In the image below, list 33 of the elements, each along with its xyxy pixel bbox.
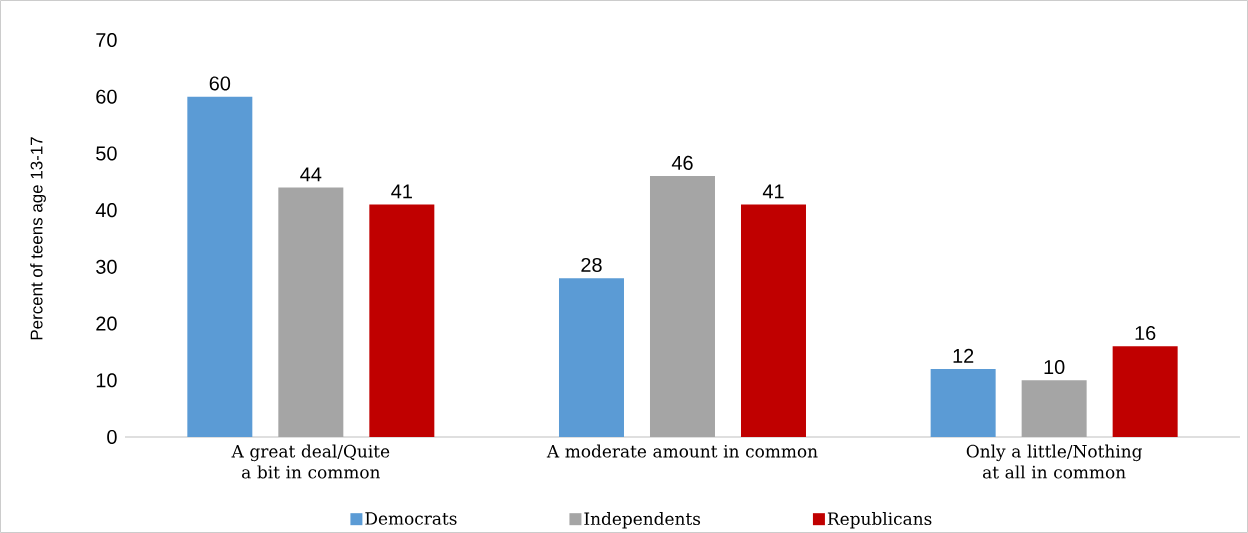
legend-label: Independents xyxy=(584,511,701,529)
legend-label: Democrats xyxy=(365,512,457,525)
data-label: 28 xyxy=(581,257,602,272)
y-tick-label: 10 xyxy=(96,373,117,388)
data-label: 16 xyxy=(1135,325,1156,341)
bar xyxy=(369,204,435,437)
data-label: 41 xyxy=(391,184,412,199)
data-label: 10 xyxy=(1044,359,1065,375)
x-tick-label: A moderate amount in common xyxy=(546,444,818,458)
bar xyxy=(187,96,253,437)
data-label: 44 xyxy=(300,167,322,182)
y-tick-label: 50 xyxy=(96,146,117,161)
y-tick-label: 70 xyxy=(96,32,117,48)
data-label: 60 xyxy=(209,76,231,91)
data-label: 41 xyxy=(762,184,784,199)
y-axis-title: Percent of teens age 13-17 xyxy=(30,137,46,340)
y-tick-label: 60 xyxy=(96,89,117,104)
y-tick-label: 20 xyxy=(96,316,117,331)
bar xyxy=(558,278,624,437)
y-tick-label: 30 xyxy=(96,259,117,274)
x-tick-label: Only a little/Nothing at all in common xyxy=(966,444,1142,479)
data-label: 12 xyxy=(953,348,974,363)
bar xyxy=(1021,380,1087,437)
bar xyxy=(1112,346,1178,437)
bar xyxy=(930,368,996,437)
legend-label: Republicans xyxy=(827,511,932,529)
bar xyxy=(278,187,344,437)
bar xyxy=(649,176,715,437)
x-tick-label: A great deal/Quite a bit in common xyxy=(231,444,390,479)
y-tick-label: 0 xyxy=(107,429,117,445)
data-label: 46 xyxy=(671,155,693,170)
y-tick-label: 40 xyxy=(95,203,117,218)
bar xyxy=(740,204,806,437)
